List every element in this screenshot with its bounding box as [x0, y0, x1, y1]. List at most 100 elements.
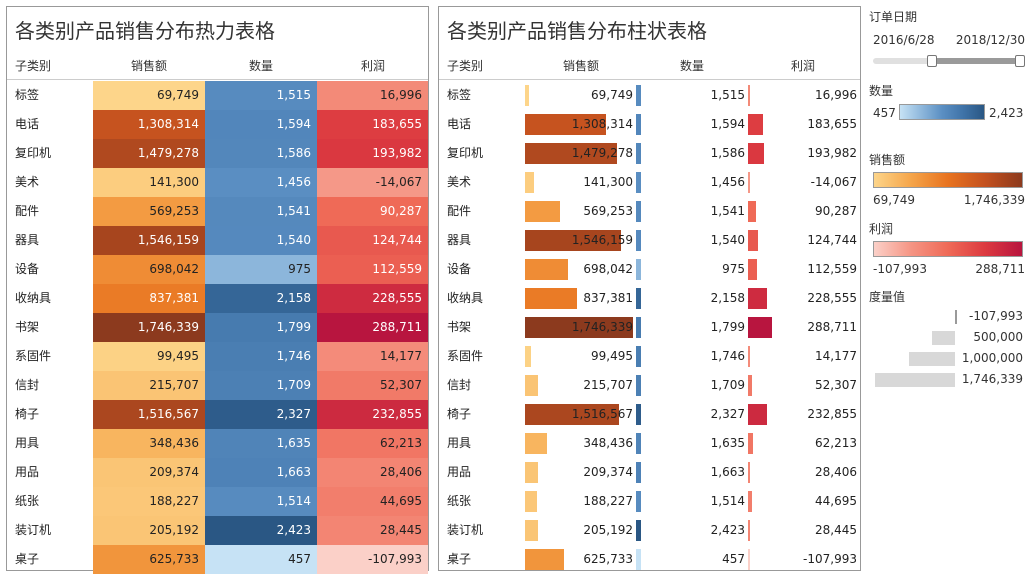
header-divider: [7, 79, 428, 80]
table-row[interactable]: 纸张 188,227 1,514 44,695: [439, 487, 860, 516]
sales-value: 1,546,159: [571, 233, 633, 247]
profit-value: 52,307: [815, 378, 857, 392]
table-row[interactable]: 美术 141,300 1,456 -14,067: [7, 168, 428, 197]
table-row[interactable]: 配件 569,253 1,541 90,287: [7, 197, 428, 226]
bar-header-profit[interactable]: 利润: [790, 59, 816, 73]
measure-size-mark: [932, 331, 955, 345]
sales-value: 69,749: [591, 88, 633, 102]
date-filter-start: 2016/6/28: [873, 33, 935, 47]
quantity-value: 2,423: [710, 523, 745, 537]
quantity-bar: [636, 85, 641, 106]
subcategory-label: 器具: [447, 233, 472, 247]
profit-cell: 90,287: [317, 197, 428, 226]
table-row[interactable]: 系固件 99,495 1,746 14,177: [7, 342, 428, 371]
date-slider-range: [931, 58, 1021, 64]
subcategory-label: 标签: [15, 88, 40, 102]
table-row[interactable]: 系固件 99,495 1,746 14,177: [439, 342, 860, 371]
table-row[interactable]: 装订机 205,192 2,423 28,445: [7, 516, 428, 545]
sales-cell: 1,746,339: [93, 313, 205, 342]
header-sales[interactable]: 销售额: [130, 59, 168, 73]
profit-legend-min: -107,993: [873, 262, 927, 276]
profit-bar: [748, 491, 752, 512]
subcategory-label: 椅子: [447, 407, 472, 421]
header-subcategory[interactable]: 子类别: [15, 59, 52, 73]
subcategory-label: 电话: [15, 117, 40, 131]
table-row[interactable]: 书架 1,746,339 1,799 288,711: [439, 313, 860, 342]
bar-header-subcategory[interactable]: 子类别: [447, 59, 484, 73]
table-row[interactable]: 桌子 625,733 457 -107,993: [7, 545, 428, 574]
table-row[interactable]: 器具 1,546,159 1,540 124,744: [7, 226, 428, 255]
table-row[interactable]: 标签 69,749 1,515 16,996: [439, 81, 860, 110]
table-row[interactable]: 标签 69,749 1,515 16,996: [7, 81, 428, 110]
sales-bar: [525, 549, 564, 570]
quantity-bar: [636, 491, 641, 512]
quantity-cell: 1,586: [205, 139, 317, 168]
table-row[interactable]: 椅子 1,516,567 2,327 232,855: [439, 400, 860, 429]
table-row[interactable]: 信封 215,707 1,709 52,307: [439, 371, 860, 400]
table-row[interactable]: 书架 1,746,339 1,799 288,711: [7, 313, 428, 342]
quantity-value: 1,540: [710, 233, 745, 247]
profit-value: 28,445: [815, 523, 857, 537]
quantity-bar: [636, 346, 641, 367]
subcategory-label: 收纳具: [15, 291, 52, 305]
table-row[interactable]: 器具 1,546,159 1,540 124,744: [439, 226, 860, 255]
sales-bar: [525, 520, 538, 541]
sales-bar: [525, 491, 537, 512]
table-row[interactable]: 设备 698,042 975 112,559: [439, 255, 860, 284]
table-row[interactable]: 信封 215,707 1,709 52,307: [7, 371, 428, 400]
subcategory-label: 美术: [15, 175, 40, 189]
date-slider-start-handle[interactable]: [927, 55, 937, 67]
header-profit[interactable]: 利润: [360, 59, 386, 73]
table-row[interactable]: 设备 698,042 975 112,559: [7, 255, 428, 284]
table-row[interactable]: 电话 1,308,314 1,594 183,655: [7, 110, 428, 139]
profit-cell: 288,711: [317, 313, 428, 342]
quantity-value: 1,746: [710, 349, 745, 363]
sales-cell: 625,733: [93, 545, 205, 574]
quantity-bar: [636, 375, 641, 396]
table-row[interactable]: 装订机 205,192 2,423 28,445: [439, 516, 860, 545]
table-row[interactable]: 椅子 1,516,567 2,327 232,855: [7, 400, 428, 429]
table-row[interactable]: 用具 348,436 1,635 62,213: [439, 429, 860, 458]
subcategory-label: 桌子: [447, 552, 472, 566]
sales-value: 205,192: [583, 523, 633, 537]
table-row[interactable]: 用具 348,436 1,635 62,213: [7, 429, 428, 458]
profit-bar: [748, 317, 772, 338]
profit-bar: [748, 85, 750, 106]
quantity-cell: 2,158: [205, 284, 317, 313]
table-row[interactable]: 纸张 188,227 1,514 44,695: [7, 487, 428, 516]
sales-cell: 569,253: [93, 197, 205, 226]
date-filter-title: 订单日期: [869, 10, 918, 24]
sales-bar: [525, 85, 530, 106]
bar-header-quantity[interactable]: 数量: [679, 59, 705, 73]
table-row[interactable]: 电话 1,308,314 1,594 183,655: [439, 110, 860, 139]
sales-cell: 209,374: [93, 458, 205, 487]
date-slider-end-handle[interactable]: [1015, 55, 1025, 67]
date-slider-track[interactable]: [873, 55, 1025, 67]
sales-value: 215,707: [583, 378, 633, 392]
profit-value: 112,559: [807, 262, 857, 276]
sales-legend-min: 69,749: [873, 193, 915, 207]
sales-value: 99,495: [591, 349, 633, 363]
table-row[interactable]: 收纳具 837,381 2,158 228,555: [7, 284, 428, 313]
profit-value: 28,406: [815, 465, 857, 479]
quantity-bar: [636, 259, 641, 280]
subcategory-label: 用品: [15, 465, 40, 479]
profit-value: 288,711: [807, 320, 857, 334]
quantity-legend-min: 457: [873, 106, 896, 120]
sales-cell: 1,479,278: [93, 139, 205, 168]
table-row[interactable]: 配件 569,253 1,541 90,287: [439, 197, 860, 226]
table-row[interactable]: 收纳具 837,381 2,158 228,555: [439, 284, 860, 313]
table-row[interactable]: 美术 141,300 1,456 -14,067: [439, 168, 860, 197]
table-row[interactable]: 用品 209,374 1,663 28,406: [439, 458, 860, 487]
bar-header-sales[interactable]: 销售额: [562, 59, 600, 73]
quantity-cell: 2,327: [205, 400, 317, 429]
table-row[interactable]: 复印机 1,479,278 1,586 193,982: [7, 139, 428, 168]
table-row[interactable]: 桌子 625,733 457 -107,993: [439, 545, 860, 574]
profit-value: 90,287: [815, 204, 857, 218]
sales-value: 141,300: [583, 175, 633, 189]
sales-cell: 1,308,314: [93, 110, 205, 139]
header-quantity[interactable]: 数量: [248, 59, 274, 73]
table-row[interactable]: 用品 209,374 1,663 28,406: [7, 458, 428, 487]
table-row[interactable]: 复印机 1,479,278 1,586 193,982: [439, 139, 860, 168]
quantity-bar: [636, 230, 641, 251]
